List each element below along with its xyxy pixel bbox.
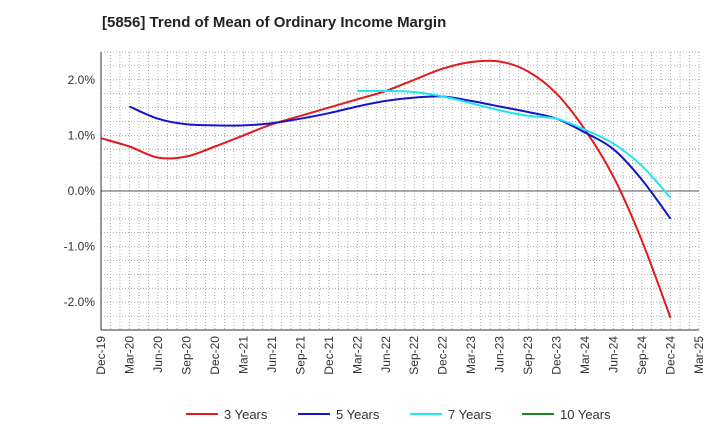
x-tick-label: Sep-23 — [521, 336, 535, 375]
x-tick-label: Jun-20 — [151, 336, 165, 373]
x-tick-label: Dec-22 — [436, 336, 450, 375]
legend: 3 Years 5 Years 7 Years 10 Years — [186, 407, 611, 422]
y-tick-label: 1.0% — [68, 128, 96, 142]
x-tick-labels: Dec-19 Mar-20 Jun-20 Sep-20 Dec-20 Mar-21 Jun-… — [94, 336, 706, 375]
chart-title: [5856] Trend of Mean of Ordinary Income … — [102, 14, 447, 31]
legend-label-10-years: 10 Years — [560, 407, 611, 422]
series-line-7-years — [357, 89, 672, 199]
x-tick-label: Jun-21 — [265, 336, 279, 373]
grid — [100, 51, 700, 331]
legend-label-7-years: 7 Years — [448, 407, 492, 422]
legend-label-5-years: 5 Years — [336, 407, 380, 422]
x-tick-label: Jun-23 — [493, 336, 507, 373]
x-tick-label: Mar-25 — [692, 336, 706, 374]
x-tick-label: Dec-19 — [94, 336, 108, 375]
x-tick-label: Mar-21 — [236, 336, 250, 374]
x-tick-label: Dec-21 — [322, 336, 336, 375]
x-tick-label: Jun-24 — [607, 336, 621, 373]
x-tick-label: Jun-22 — [379, 336, 393, 373]
x-tick-label: Dec-24 — [664, 336, 678, 375]
legend-label-3-years: 3 Years — [224, 407, 268, 422]
axes — [100, 52, 699, 331]
x-tick-label: Mar-20 — [122, 336, 136, 374]
series-line-5-years — [129, 95, 672, 220]
x-tick-label: Sep-21 — [293, 336, 307, 375]
y-tick-label: -2.0% — [64, 295, 96, 309]
x-tick-label: Mar-22 — [350, 336, 364, 374]
x-tick-label: Sep-20 — [179, 336, 193, 375]
y-tick-label: -1.0% — [64, 240, 96, 254]
x-tick-label: Sep-22 — [407, 336, 421, 375]
x-tick-label: Dec-23 — [550, 336, 564, 375]
y-tick-label: 2.0% — [68, 73, 96, 87]
y-tick-label: 0.0% — [68, 184, 96, 198]
x-tick-label: Sep-24 — [635, 336, 649, 375]
series-lines — [100, 59, 672, 319]
x-tick-label: Mar-24 — [578, 336, 592, 374]
x-tick-label: Mar-23 — [464, 336, 478, 374]
y-tick-labels: 2.0% 1.0% 0.0% -1.0% -2.0% — [64, 73, 96, 309]
x-tick-label: Dec-20 — [208, 336, 222, 375]
